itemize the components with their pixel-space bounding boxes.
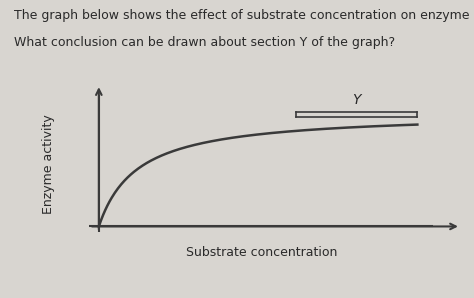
- Text: Enzyme activity: Enzyme activity: [42, 114, 55, 214]
- Text: The graph below shows the effect of substrate concentration on enzyme activity.: The graph below shows the effect of subs…: [14, 9, 474, 22]
- Text: What conclusion can be drawn about section Y of the graph?: What conclusion can be drawn about secti…: [14, 36, 395, 49]
- Text: Y: Y: [353, 93, 361, 107]
- Text: Substrate concentration: Substrate concentration: [186, 246, 337, 259]
